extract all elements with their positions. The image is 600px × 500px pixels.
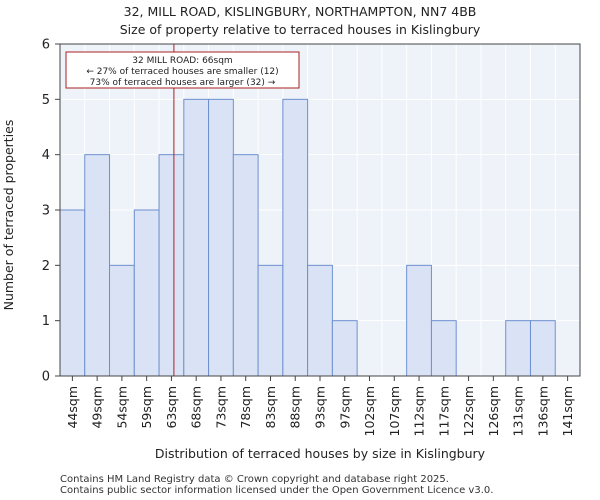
histogram-bar — [529, 320, 556, 377]
histogram-bar — [84, 154, 111, 377]
annotation-line: 73% of terraced houses are larger (32) → — [90, 78, 276, 88]
x-tick-label: 126sqm — [486, 386, 501, 436]
y-tick-label: 5 — [42, 93, 50, 108]
annotation-line: ← 27% of terraced houses are smaller (12… — [86, 67, 278, 77]
histogram-bar — [183, 98, 210, 377]
x-axis-label: Distribution of terraced houses by size … — [155, 446, 486, 461]
annotation-line: 32 MILL ROAD: 66sqm — [132, 56, 232, 66]
x-tick-label: 136sqm — [535, 386, 550, 436]
x-tick-label: 107sqm — [387, 386, 402, 436]
footer-copyright: Contains HM Land Registry data © Crown c… — [60, 474, 449, 485]
chart-title: 32, MILL ROAD, KISLINGBURY, NORTHAMPTON,… — [123, 4, 477, 19]
x-tick-label: 141sqm — [560, 386, 575, 436]
histogram-bar — [158, 154, 185, 377]
chart-subtitle: Size of property relative to terraced ho… — [119, 22, 481, 37]
y-tick-label: 2 — [42, 259, 50, 274]
histogram-bar — [59, 209, 86, 377]
y-tick-label: 0 — [42, 370, 50, 385]
histogram-bar — [331, 320, 358, 377]
x-tick-label: 54sqm — [114, 386, 129, 429]
x-tick-label: 131sqm — [511, 386, 526, 436]
x-tick-label: 102sqm — [362, 386, 377, 436]
y-tick-label: 3 — [42, 204, 50, 219]
y-tick-label: 6 — [42, 38, 50, 53]
x-tick-label: 44sqm — [65, 386, 80, 429]
histogram-bar — [430, 320, 457, 377]
histogram-bar — [257, 264, 284, 377]
x-tick-label: 68sqm — [189, 386, 204, 429]
x-tick-label: 117sqm — [436, 386, 451, 436]
x-tick-label: 63sqm — [164, 386, 179, 429]
x-tick-label: 97sqm — [337, 386, 352, 429]
histogram-bar — [505, 320, 531, 377]
histogram-bar — [307, 264, 333, 377]
x-tick-label: 73sqm — [213, 386, 228, 429]
x-tick-label: 59sqm — [139, 386, 154, 429]
y-tick-label: 4 — [42, 148, 50, 163]
x-tick-label: 88sqm — [288, 386, 303, 429]
histogram-bar — [109, 264, 135, 377]
histogram-bar — [133, 209, 160, 377]
annotation-box — [65, 51, 300, 89]
y-axis-label: Number of terraced properties — [1, 120, 16, 311]
x-tick-label: 122sqm — [461, 386, 476, 436]
footer-licence: Contains public sector information licen… — [60, 485, 494, 496]
x-tick-label: 112sqm — [412, 386, 427, 436]
x-tick-label: 49sqm — [90, 386, 105, 429]
histogram-bar — [406, 264, 432, 377]
x-tick-label: 93sqm — [313, 386, 328, 429]
x-tick-label: 78sqm — [238, 386, 253, 429]
histogram-bar — [208, 98, 234, 377]
x-tick-label: 83sqm — [263, 386, 278, 429]
histogram-bar — [282, 98, 309, 377]
histogram-bar — [232, 154, 259, 377]
y-tick-label: 1 — [42, 314, 50, 329]
